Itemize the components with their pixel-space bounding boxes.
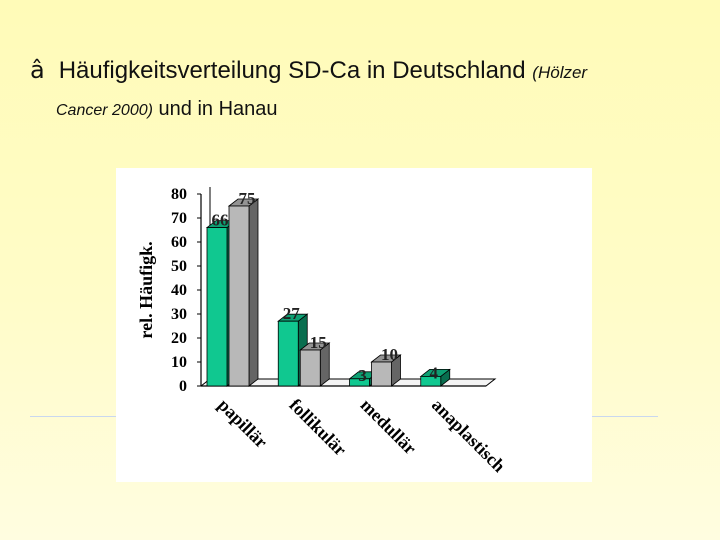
data-label: 10 bbox=[381, 345, 398, 364]
arrow-icon: â bbox=[30, 56, 45, 84]
data-label: 75 bbox=[239, 189, 256, 208]
bar bbox=[420, 375, 442, 387]
data-label: 4 bbox=[430, 363, 439, 382]
y-tick-label: 20 bbox=[171, 330, 187, 347]
bar bbox=[228, 205, 250, 387]
bar-chart: 0 10 20 30 40 50 60 70 80 rel. Häufigk. 66 75 papill… bbox=[136, 186, 509, 476]
x-category-label: anaplastisch bbox=[428, 395, 509, 476]
y-tick-label: 80 bbox=[171, 186, 187, 203]
x-category-label: medullär bbox=[357, 395, 421, 459]
data-label: 27 bbox=[283, 304, 301, 323]
bar bbox=[277, 320, 299, 387]
title-citation-part-1: (Hölzer bbox=[532, 63, 588, 82]
x-category-label: papillär bbox=[214, 395, 271, 452]
bar bbox=[349, 378, 370, 387]
y-tick-label: 50 bbox=[171, 258, 187, 275]
y-tick-label: 70 bbox=[171, 210, 187, 227]
y-tick-label: 30 bbox=[171, 306, 187, 323]
slide-title-line-1: â Häufigkeitsverteilung SD-Ca in Deutschl… bbox=[30, 56, 587, 85]
title-main: Häufigkeitsverteilung SD-Ca in Deutschla… bbox=[58, 57, 526, 84]
data-label: 3 bbox=[358, 366, 367, 385]
chart-container: 0 10 20 30 40 50 60 70 80 rel. Häufigk. 66 75 papill… bbox=[116, 168, 592, 482]
title-end: und in Hanau bbox=[158, 98, 278, 120]
y-tick-label: 10 bbox=[171, 354, 187, 371]
x-category-label: follikulär bbox=[285, 395, 350, 460]
y-tick-label: 60 bbox=[171, 234, 187, 251]
slide-title-line-2: Cancer 2000) und in Hanau bbox=[56, 98, 278, 121]
title-citation-part-2: Cancer 2000) bbox=[56, 102, 153, 119]
y-tick-label: 40 bbox=[171, 282, 187, 299]
bar-side bbox=[248, 198, 259, 387]
data-label: 15 bbox=[310, 333, 327, 352]
data-label: 66 bbox=[212, 211, 229, 230]
bar bbox=[206, 227, 228, 387]
bar bbox=[371, 361, 392, 387]
y-tick-label: 0 bbox=[179, 378, 187, 395]
y-axis-title: rel. Häufigk. bbox=[136, 241, 156, 338]
bar bbox=[299, 349, 321, 387]
